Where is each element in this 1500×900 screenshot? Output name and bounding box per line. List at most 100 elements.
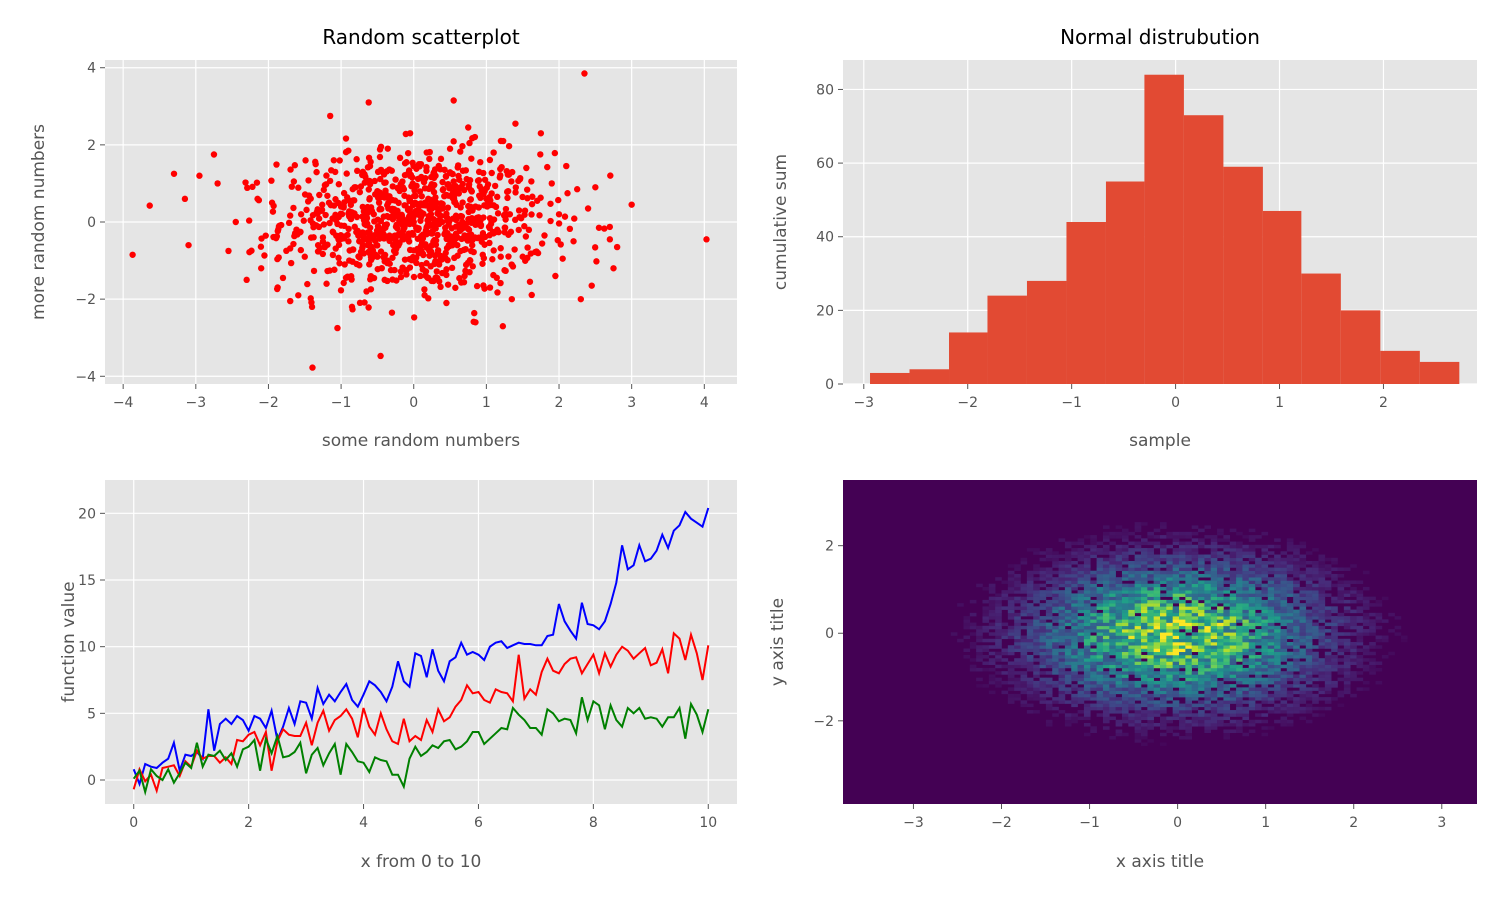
heatmap-cell xyxy=(1064,690,1072,695)
heatmap-cell xyxy=(1356,625,1364,630)
scatter-point xyxy=(459,199,466,206)
heatmap-cell xyxy=(1217,690,1224,695)
heatmap-cell xyxy=(1312,654,1319,659)
scatter-point xyxy=(459,142,466,150)
heatmap-cell xyxy=(1172,596,1180,601)
heatmap-cell xyxy=(1172,593,1180,597)
heatmap-cell xyxy=(1052,671,1059,675)
scatter-point xyxy=(453,233,461,241)
heatmap-cell xyxy=(1179,603,1186,607)
heatmap-cell xyxy=(1052,570,1059,575)
heatmap-cell xyxy=(1166,531,1173,536)
heatmap-cell xyxy=(1255,603,1262,607)
heatmap-cell xyxy=(1121,661,1129,665)
heatmap-cell xyxy=(1064,596,1072,601)
scatter-point xyxy=(356,254,363,261)
heatmap-cell xyxy=(1083,625,1091,630)
heatmap-cell xyxy=(1077,629,1085,633)
heatmap-cell xyxy=(1236,658,1243,662)
heatmap-cell xyxy=(1166,642,1173,646)
heatmap-cell xyxy=(1109,586,1116,591)
heatmap-cell xyxy=(1229,583,1237,588)
heatmap-cell xyxy=(1172,567,1180,572)
heatmap-cell xyxy=(1102,535,1110,539)
heatmap-cell xyxy=(1147,684,1154,688)
heatmap-cell xyxy=(1109,687,1116,691)
heatmap-cell xyxy=(976,658,983,662)
heatmap-cell xyxy=(1166,690,1173,695)
heatmap-cell xyxy=(1280,606,1288,610)
heatmap-cell xyxy=(1185,606,1192,610)
heatmap-cell xyxy=(1033,622,1040,627)
heatmap-cell xyxy=(1026,580,1034,584)
heatmap-cell xyxy=(1248,651,1256,656)
heatmap-cell xyxy=(1071,583,1078,588)
heatmap-cell xyxy=(1242,723,1250,727)
heatmap-cell xyxy=(1026,680,1034,685)
heatmap-cell xyxy=(1140,564,1148,568)
scatter-point xyxy=(356,299,364,307)
heatmap-cell xyxy=(995,599,1002,604)
heatmap-cell xyxy=(1020,654,1028,659)
heatmap-cell xyxy=(1153,658,1161,662)
heatmap-cell xyxy=(1033,645,1040,649)
heatmap-cell xyxy=(1014,671,1021,675)
heatmap-cell xyxy=(1362,570,1370,575)
heatmap-cell xyxy=(1033,687,1040,691)
heatmap-cell xyxy=(1299,593,1307,597)
heatmap-cell xyxy=(1236,567,1243,572)
heatmap-cell xyxy=(976,645,983,649)
heatmap-cell xyxy=(1096,557,1104,562)
heatmap-cell xyxy=(1071,687,1078,691)
heatmap-cell xyxy=(1172,625,1180,630)
heatmap-cell xyxy=(1064,583,1072,588)
heatmap-cell xyxy=(1128,531,1135,536)
heatmap-cell xyxy=(1033,570,1040,575)
heatmap-cell xyxy=(1083,616,1091,620)
x-tick-label: 2 xyxy=(1349,815,1358,831)
heatmap-cell xyxy=(1020,642,1028,646)
heatmap-cell xyxy=(1033,638,1040,643)
heatmap-cell xyxy=(950,632,958,636)
heatmap-cell xyxy=(1267,658,1275,662)
scatter-point xyxy=(381,179,388,186)
heatmap-cell xyxy=(1369,625,1376,630)
heatmap-cell xyxy=(969,664,977,669)
heatmap-cell xyxy=(1052,619,1059,623)
heatmap-cell xyxy=(1331,609,1338,614)
heatmap-cell xyxy=(1179,661,1186,665)
heatmap-cell xyxy=(1286,697,1294,701)
heatmap-cell xyxy=(1229,642,1237,646)
heatmap-cell xyxy=(1083,606,1091,610)
heatmap-cell xyxy=(1014,638,1021,643)
heatmap-cell xyxy=(1356,687,1364,691)
heatmap-cell xyxy=(1191,570,1199,575)
heatmap-cell xyxy=(1172,590,1180,594)
heatmap-cell xyxy=(1071,658,1078,662)
heatmap-cell xyxy=(1191,677,1199,682)
heatmap-cell xyxy=(1312,632,1319,636)
heatmap-cell xyxy=(1134,726,1142,730)
scatter-point xyxy=(417,175,425,182)
heatmap-cell xyxy=(1140,713,1148,717)
heatmap-cell xyxy=(1280,590,1288,594)
heatmap-cell xyxy=(995,654,1002,659)
heatmap-cell xyxy=(1274,609,1281,614)
heatmap-cell xyxy=(1337,586,1345,591)
heatmap-cell xyxy=(1077,580,1085,584)
heatmap-cell xyxy=(1280,680,1288,685)
x-tick-label: −2 xyxy=(991,815,1012,831)
heatmap-cell xyxy=(1267,612,1275,617)
histogram-bar xyxy=(1026,280,1067,384)
heatmap-cell xyxy=(1204,706,1212,711)
heatmap-cell xyxy=(1179,573,1186,578)
heatmap-cell xyxy=(1140,586,1148,591)
heatmap-cell xyxy=(1229,570,1237,575)
heatmap-cell xyxy=(1198,703,1205,708)
scatter-point xyxy=(268,177,275,184)
heatmap-cell xyxy=(1191,635,1199,640)
heatmap-cell xyxy=(1160,622,1167,627)
heatmap-cell xyxy=(1350,651,1357,656)
heatmap-cell xyxy=(1179,726,1186,730)
scatter-point xyxy=(444,181,452,188)
